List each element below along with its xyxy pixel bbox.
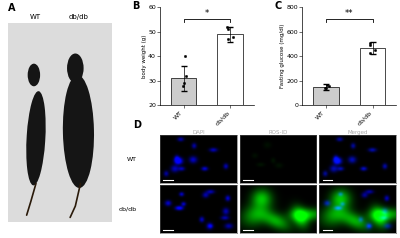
Text: C: C — [274, 1, 282, 11]
Bar — [313, 87, 339, 105]
Ellipse shape — [28, 64, 40, 86]
Bar — [171, 78, 196, 155]
Bar — [218, 34, 243, 155]
Point — [367, 43, 374, 47]
Ellipse shape — [26, 91, 46, 185]
Point — [366, 41, 373, 45]
Point — [326, 84, 332, 88]
Point — [324, 83, 330, 87]
Point — [181, 81, 187, 85]
Point — [322, 86, 328, 90]
Title: ROS-ID: ROS-ID — [268, 129, 288, 134]
Text: A: A — [8, 3, 16, 13]
Text: WT: WT — [127, 157, 137, 162]
Point — [182, 55, 188, 58]
Ellipse shape — [67, 54, 84, 83]
Y-axis label: Fasting glucose (mg/dl): Fasting glucose (mg/dl) — [280, 24, 285, 89]
Ellipse shape — [63, 75, 94, 188]
Text: B: B — [132, 1, 139, 11]
Point — [230, 35, 236, 39]
Text: D: D — [133, 120, 141, 130]
Point — [224, 25, 231, 29]
Y-axis label: body weight (g): body weight (g) — [142, 35, 147, 78]
Text: WT: WT — [29, 14, 40, 20]
Point — [367, 51, 374, 55]
Point — [323, 86, 330, 89]
Bar — [360, 48, 386, 105]
Point — [183, 74, 190, 78]
Title: Merged: Merged — [348, 129, 368, 134]
Text: db/db: db/db — [119, 207, 137, 212]
Point — [180, 84, 186, 88]
Point — [225, 37, 231, 41]
Point — [225, 27, 231, 31]
Text: db/db: db/db — [68, 14, 88, 20]
Bar — [8, 23, 112, 222]
Text: **: ** — [345, 9, 353, 18]
Text: *: * — [205, 9, 209, 18]
Title: DAPI: DAPI — [192, 129, 205, 134]
Point — [372, 48, 378, 52]
